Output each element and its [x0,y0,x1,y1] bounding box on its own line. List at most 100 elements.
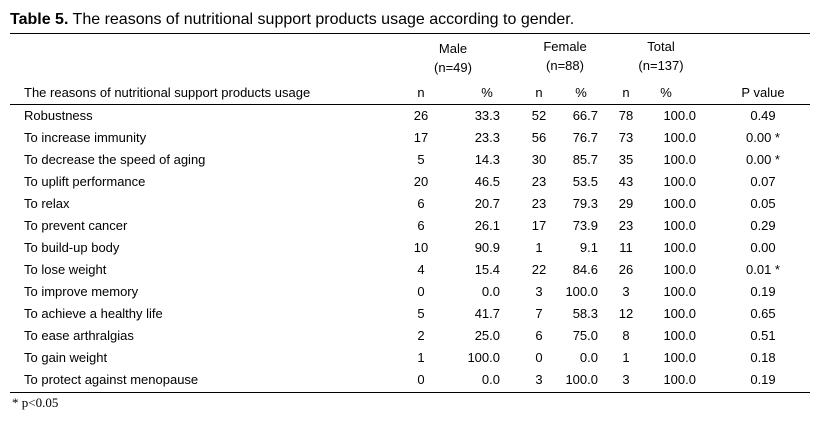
cell-male-n: 26 [413,108,429,123]
cell-male-n: 10 [413,240,429,255]
cell-female-n: 30 [531,152,547,167]
cell-male-n: 6 [417,196,425,211]
cell-total-pct: 100.0 [663,108,696,123]
cell-total-pct: 100.0 [663,328,696,343]
cell-female-pct: 0.0 [579,350,598,365]
cell-p-value: 0.18 [750,350,776,365]
cell-male-n: 4 [417,262,425,277]
cell-reason: Robustness [24,108,93,123]
cell-male-n: 1 [417,350,425,365]
cell-p-value: 0.19 [750,372,776,387]
cell-total-n: 23 [618,218,634,233]
cell-total-n: 1 [622,350,630,365]
group-name: Total [647,39,675,54]
group-count: (n=137) [638,58,684,73]
cell-total-pct: 100.0 [663,130,696,145]
cell-male-n: 0 [417,372,425,387]
cell-total-n: 8 [622,328,630,343]
cell-male-pct: 41.7 [474,306,500,321]
cell-male-pct: 100.0 [467,350,500,365]
cell-male-n: 2 [417,328,425,343]
cell-female-pct: 100.0 [565,372,598,387]
cell-total-n: 11 [619,240,633,255]
cell-reason: To improve memory [24,284,139,299]
cell-female-n: 3 [535,284,543,299]
footnote: * p<0.05 [12,395,59,410]
cell-male-n: 5 [417,152,425,167]
cell-reason: To decrease the speed of aging [24,152,206,167]
cell-female-n: 7 [535,306,543,321]
column-header-male-n: n [417,85,425,100]
cell-male-n: 5 [417,306,425,321]
cell-male-pct: 33.3 [474,108,500,123]
cell-female-n: 23 [531,196,547,211]
table-caption: Table 5. The reasons of nutritional supp… [10,11,574,29]
cell-total-pct: 100.0 [663,174,696,189]
cell-reason: To increase immunity [24,130,147,145]
cell-reason: To ease arthralgias [24,328,134,343]
cell-total-pct: 100.0 [663,306,696,321]
cell-reason: To lose weight [24,262,107,277]
column-header-female-n: n [535,85,543,100]
cell-total-pct: 100.0 [663,240,696,255]
cell-p-value: 0.07 [750,174,776,189]
column-header-total-pct: % [660,85,672,100]
cell-female-pct: 66.7 [572,108,598,123]
cell-female-pct: 76.7 [572,130,598,145]
cell-female-n: 3 [535,372,543,387]
group-header-total: Total (n=137) [638,37,683,75]
cell-female-n: 52 [531,108,547,123]
cell-male-pct: 15.4 [474,262,500,277]
cell-female-pct: 85.7 [572,152,598,167]
cell-total-pct: 100.0 [663,152,696,167]
cell-reason: To uplift performance [24,174,146,189]
cell-p-value: 0.01 * [746,262,780,277]
cell-male-pct: 46.5 [474,174,500,189]
cell-female-pct: 9.1 [579,240,598,255]
cell-male-pct: 0.0 [481,372,500,387]
cell-male-n: 0 [417,284,425,299]
cell-p-value: 0.49 [750,108,776,123]
cell-total-pct: 100.0 [663,284,696,299]
cell-female-n: 6 [535,328,543,343]
group-header-female: Female (n=88) [543,37,586,75]
cell-male-pct: 25.0 [474,328,500,343]
cell-total-n: 26 [618,262,634,277]
cell-p-value: 0.00 [750,240,776,255]
cell-female-pct: 100.0 [565,284,598,299]
column-header-reason: The reasons of nutritional support produ… [24,85,311,100]
cell-reason: To gain weight [24,350,108,365]
cell-reason: To build-up body [24,240,120,255]
cell-male-n: 17 [413,130,429,145]
cell-reason: To prevent cancer [24,218,128,233]
column-header-male-pct: % [481,85,493,100]
cell-p-value: 0.51 [750,328,776,343]
group-count: (n=88) [546,58,584,73]
cell-total-pct: 100.0 [663,350,696,365]
header-rule [10,104,810,105]
group-name: Female [543,39,587,54]
cell-male-n: 6 [417,218,425,233]
cell-male-pct: 20.7 [474,196,500,211]
cell-total-n: 29 [618,196,634,211]
group-header-male: Male (n=49) [434,39,472,77]
cell-male-pct: 14.3 [474,152,500,167]
cell-female-n: 23 [531,174,547,189]
cell-p-value: 0.29 [750,218,776,233]
cell-p-value: 0.05 [750,196,776,211]
cell-reason: To relax [24,196,70,211]
cell-female-n: 1 [535,240,543,255]
cell-female-pct: 79.3 [572,196,598,211]
table-title: The reasons of nutritional support produ… [68,11,575,28]
cell-total-pct: 100.0 [663,372,696,387]
cell-total-n: 43 [618,174,634,189]
cell-female-pct: 75.0 [572,328,598,343]
cell-total-pct: 100.0 [663,262,696,277]
cell-female-n: 56 [531,130,547,145]
cell-total-pct: 100.0 [663,218,696,233]
cell-female-pct: 53.5 [572,174,598,189]
column-header-female-pct: % [575,85,587,100]
cell-p-value: 0.00 * [746,130,780,145]
cell-male-pct: 26.1 [474,218,500,233]
cell-reason: To protect against menopause [24,372,199,387]
